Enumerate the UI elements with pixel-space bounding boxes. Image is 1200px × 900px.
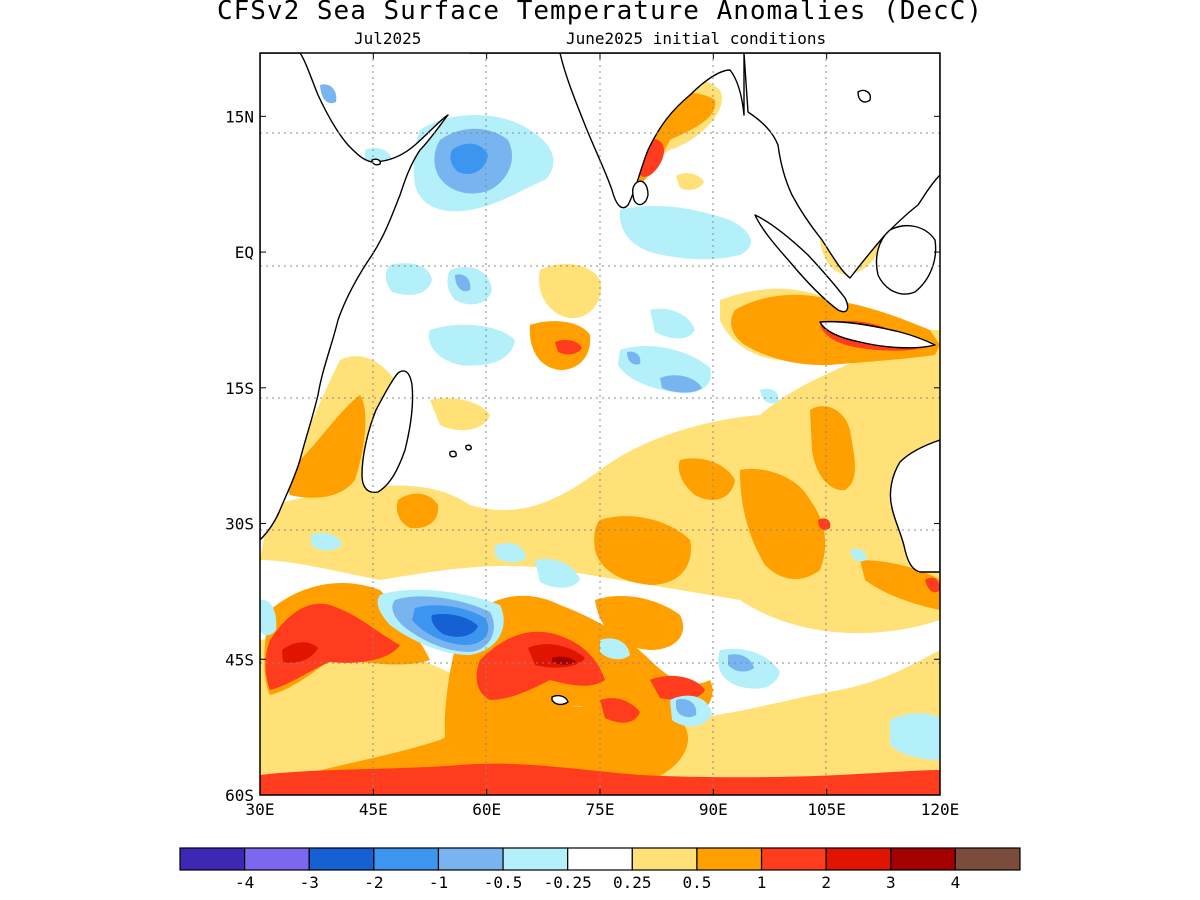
africa-landmass <box>260 53 449 541</box>
colorbar-swatch <box>244 847 310 871</box>
lat-label: 45S <box>225 650 254 669</box>
lat-label: 15S <box>225 379 254 398</box>
hainan-island <box>857 89 872 103</box>
mauritius-island <box>449 450 457 458</box>
india-subcontinent <box>469 53 745 209</box>
colorbar-label: -1 <box>429 873 448 892</box>
colorbar: -4 -3 -2 -1 -0.5 -0.25 0.25 0.5 1 2 3 4 <box>179 847 1021 892</box>
colorbar-label: 0.5 <box>682 873 711 892</box>
lat-label: 15N <box>225 107 254 126</box>
lon-label: 60E <box>472 800 501 819</box>
lon-label: 75E <box>586 800 615 819</box>
longitude-axis: 30E 45E 60E 75E 90E 105E 120E <box>246 53 960 819</box>
land-and-coastlines <box>260 53 940 706</box>
australia-west-coast <box>889 439 940 573</box>
colorbar-label: -3 <box>300 873 319 892</box>
lat-label: 30S <box>225 515 254 534</box>
java <box>819 320 936 349</box>
colorbar-label: 2 <box>821 873 831 892</box>
colorbar-label: 4 <box>951 873 961 892</box>
lon-label: 120E <box>921 800 960 819</box>
lon-label: 45E <box>359 800 388 819</box>
colorbar-label: -0.5 <box>484 873 523 892</box>
colorbar-label: -0.25 <box>544 873 592 892</box>
madagascar <box>361 370 414 494</box>
colorbar-label: 1 <box>757 873 767 892</box>
lat-label: 60S <box>225 786 254 805</box>
colorbar-label: 3 <box>886 873 896 892</box>
colorbar-swatch <box>502 847 569 871</box>
forecast-month: Jul2025 <box>354 29 422 48</box>
lon-label: 30E <box>246 800 275 819</box>
colorbar-swatch <box>373 847 440 871</box>
colorbar-swatch <box>567 847 633 871</box>
colorbar-swatch <box>437 847 504 871</box>
colorbar-label: -2 <box>364 873 383 892</box>
anomaly-contour-3 <box>552 656 576 665</box>
southeast-asia-landmass <box>743 53 940 279</box>
borneo <box>875 224 937 295</box>
colorbar-swatch <box>631 847 698 871</box>
anomaly-contour-neg2 <box>431 614 478 637</box>
gridlines <box>260 53 940 795</box>
lon-label: 105E <box>807 800 846 819</box>
colorbar-swatch <box>179 847 246 871</box>
initial-conditions: June2025 initial conditions <box>566 29 827 48</box>
colorbar-swatch <box>825 847 892 871</box>
sri-lanka <box>631 180 649 206</box>
lat-label: EQ <box>235 243 254 262</box>
colorbar-swatch <box>954 847 1021 871</box>
latitude-axis: 15N EQ 15S 30S 45S 60S <box>225 107 940 805</box>
sumatra <box>754 214 849 313</box>
colorbar-label: 0.25 <box>613 873 652 892</box>
colorbar-swatch <box>696 847 763 871</box>
colorbar-swatch <box>760 847 827 871</box>
kerguelen-islands <box>551 694 569 706</box>
colorbar-swatch <box>308 847 375 871</box>
map-title: CFSv2 Sea Surface Temperature Anomalies … <box>216 0 984 26</box>
lon-label: 90E <box>699 800 728 819</box>
reunion-island <box>465 444 472 451</box>
colorbar-swatch <box>890 847 956 871</box>
colorbar-label: -4 <box>235 873 254 892</box>
